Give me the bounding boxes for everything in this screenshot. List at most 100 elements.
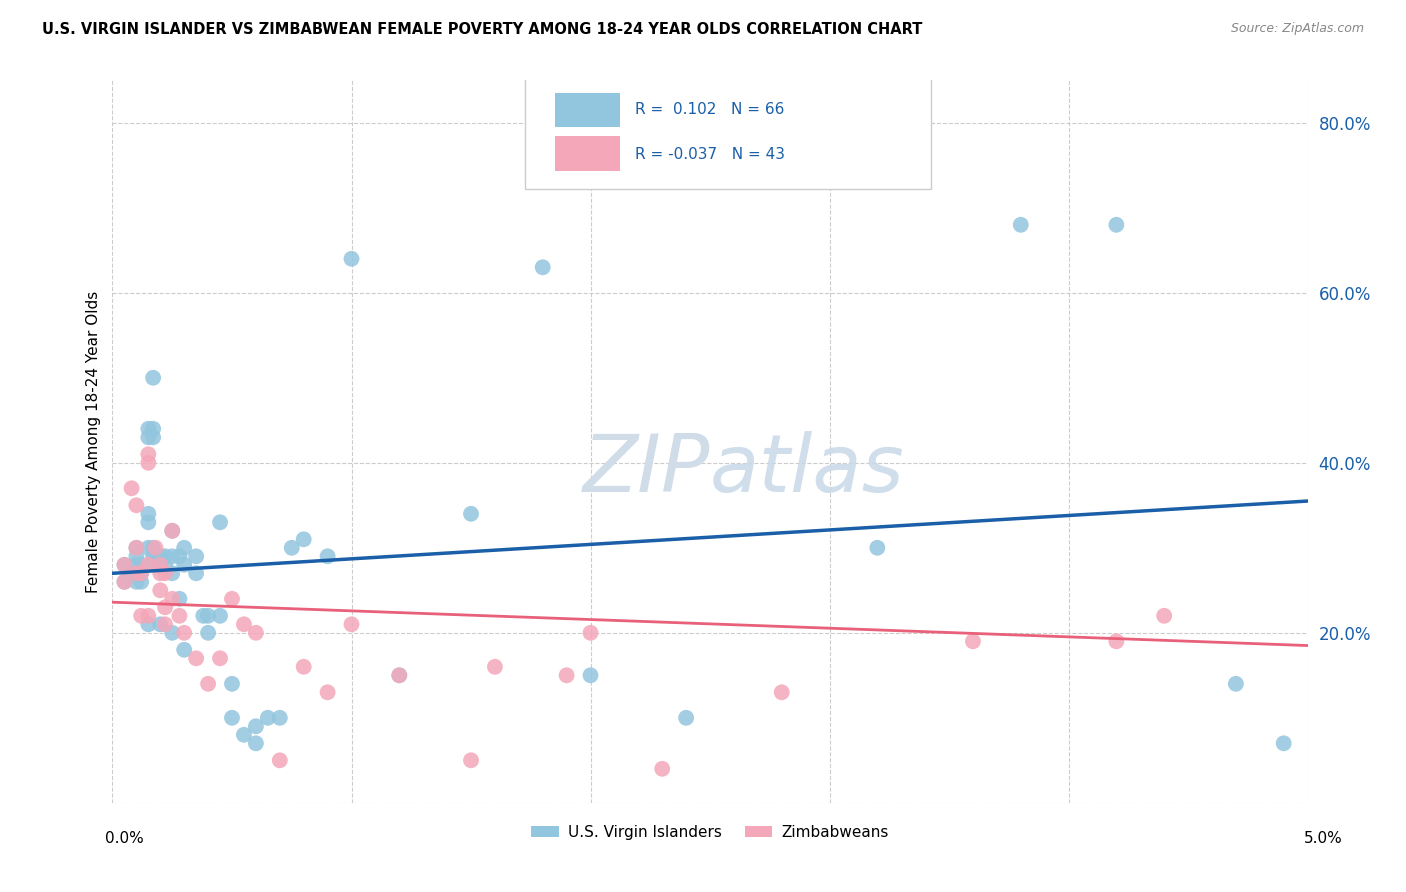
- Point: [149, 558, 172, 572]
- Point: [125, 566, 148, 581]
- Point: [579, 625, 602, 640]
- Point: [153, 600, 176, 615]
- Point: [866, 541, 889, 555]
- Point: [149, 583, 172, 598]
- Point: [129, 566, 152, 581]
- Point: [129, 558, 152, 572]
- Point: [245, 625, 267, 640]
- Point: [162, 524, 183, 538]
- Point: [162, 566, 183, 581]
- Point: [162, 625, 183, 640]
- Point: [555, 668, 578, 682]
- Point: [149, 566, 172, 581]
- Point: [169, 608, 191, 623]
- Point: [257, 711, 280, 725]
- Point: [142, 371, 165, 385]
- Point: [114, 558, 135, 572]
- Point: [209, 516, 232, 530]
- Point: [138, 422, 160, 436]
- Point: [153, 566, 176, 581]
- Point: [142, 430, 165, 444]
- Point: [209, 608, 232, 623]
- Point: [138, 541, 160, 555]
- Text: R =  0.102   N = 66: R = 0.102 N = 66: [634, 103, 785, 118]
- Point: [651, 762, 673, 776]
- Point: [153, 549, 176, 564]
- Point: [149, 549, 172, 564]
- Point: [460, 753, 482, 767]
- Point: [138, 430, 160, 444]
- Point: [316, 549, 339, 564]
- Point: [197, 625, 219, 640]
- Point: [138, 516, 160, 530]
- Point: [138, 558, 160, 572]
- Point: [138, 456, 160, 470]
- Point: [193, 608, 215, 623]
- Point: [149, 558, 172, 572]
- Point: [1153, 608, 1175, 623]
- Point: [129, 566, 152, 581]
- Text: Source: ZipAtlas.com: Source: ZipAtlas.com: [1230, 22, 1364, 36]
- Point: [153, 558, 176, 572]
- Point: [531, 260, 554, 275]
- FancyBboxPatch shape: [554, 136, 620, 170]
- Point: [145, 558, 167, 572]
- Point: [460, 507, 482, 521]
- Point: [125, 498, 148, 512]
- Text: 5.0%: 5.0%: [1303, 831, 1343, 846]
- Point: [138, 608, 160, 623]
- Point: [484, 660, 506, 674]
- Point: [138, 447, 160, 461]
- Point: [186, 549, 208, 564]
- FancyBboxPatch shape: [554, 93, 620, 128]
- Point: [1010, 218, 1032, 232]
- Point: [142, 422, 165, 436]
- Point: [173, 541, 195, 555]
- Text: 0.0%: 0.0%: [105, 831, 145, 846]
- Point: [121, 566, 143, 581]
- Point: [388, 668, 411, 682]
- Point: [125, 541, 148, 555]
- Point: [197, 608, 219, 623]
- Legend: U.S. Virgin Islanders, Zimbabweans: U.S. Virgin Islanders, Zimbabweans: [526, 819, 894, 846]
- Point: [221, 677, 243, 691]
- Point: [129, 608, 152, 623]
- Text: R = -0.037   N = 43: R = -0.037 N = 43: [634, 147, 785, 162]
- Point: [121, 481, 143, 495]
- Point: [245, 719, 267, 733]
- Point: [197, 677, 219, 691]
- Point: [162, 549, 183, 564]
- Text: ZIP: ZIP: [582, 432, 710, 509]
- Point: [162, 524, 183, 538]
- Point: [125, 549, 148, 564]
- Point: [149, 617, 172, 632]
- Point: [153, 617, 176, 632]
- Point: [233, 617, 256, 632]
- Point: [162, 591, 183, 606]
- Point: [1272, 736, 1295, 750]
- FancyBboxPatch shape: [524, 73, 931, 189]
- Point: [340, 252, 363, 266]
- Text: U.S. VIRGIN ISLANDER VS ZIMBABWEAN FEMALE POVERTY AMONG 18-24 YEAR OLDS CORRELAT: U.S. VIRGIN ISLANDER VS ZIMBABWEAN FEMAL…: [42, 22, 922, 37]
- Point: [221, 711, 243, 725]
- Point: [125, 574, 148, 589]
- Point: [173, 558, 195, 572]
- Point: [142, 541, 165, 555]
- Point: [269, 711, 291, 725]
- Point: [114, 558, 135, 572]
- Point: [114, 574, 135, 589]
- Point: [138, 617, 160, 632]
- Point: [269, 753, 291, 767]
- Point: [245, 736, 267, 750]
- Point: [340, 617, 363, 632]
- Point: [281, 541, 304, 555]
- Point: [388, 668, 411, 682]
- Point: [173, 625, 195, 640]
- Point: [1105, 218, 1128, 232]
- Point: [186, 651, 208, 665]
- Point: [209, 651, 232, 665]
- Text: atlas: atlas: [710, 432, 905, 509]
- Point: [579, 668, 602, 682]
- Point: [129, 574, 152, 589]
- Point: [125, 558, 148, 572]
